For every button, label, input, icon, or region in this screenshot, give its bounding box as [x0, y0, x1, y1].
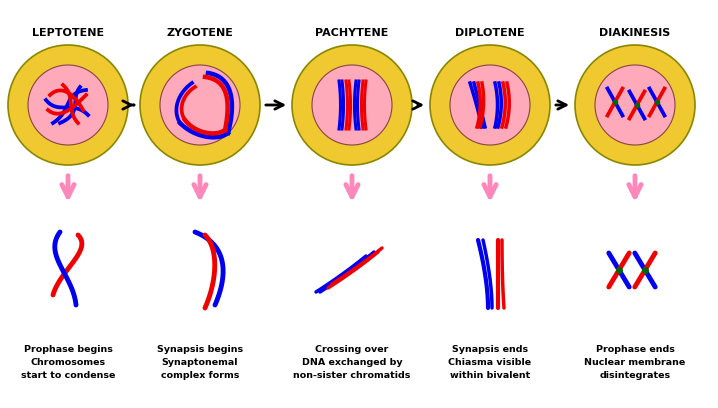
Text: Chromosomes: Chromosomes [30, 358, 106, 367]
Text: disintegrates: disintegrates [600, 371, 671, 380]
Ellipse shape [28, 65, 108, 145]
Ellipse shape [8, 45, 128, 165]
Text: Prophase ends: Prophase ends [595, 345, 674, 354]
Text: non-sister chromatids: non-sister chromatids [294, 371, 411, 380]
Ellipse shape [160, 65, 240, 145]
Text: PACHYTENE: PACHYTENE [315, 28, 388, 38]
Text: ZYGOTENE: ZYGOTENE [167, 28, 233, 38]
Text: DIAKINESIS: DIAKINESIS [600, 28, 671, 38]
Text: Prophase begins: Prophase begins [24, 345, 113, 354]
Ellipse shape [140, 45, 260, 165]
Text: Chiasma visible: Chiasma visible [449, 358, 531, 367]
Ellipse shape [312, 65, 392, 145]
Text: Synaptonemal: Synaptonemal [162, 358, 238, 367]
Text: Nuclear membrane: Nuclear membrane [584, 358, 686, 367]
Text: Synapsis begins: Synapsis begins [157, 345, 243, 354]
Text: complex forms: complex forms [161, 371, 239, 380]
Text: start to condense: start to condense [21, 371, 115, 380]
Ellipse shape [292, 45, 412, 165]
Text: DNA exchanged by: DNA exchanged by [302, 358, 402, 367]
Text: DIPLOTENE: DIPLOTENE [455, 28, 525, 38]
Ellipse shape [450, 65, 530, 145]
Text: Crossing over: Crossing over [315, 345, 388, 354]
Ellipse shape [430, 45, 550, 165]
Text: LEPTOTENE: LEPTOTENE [32, 28, 104, 38]
Text: within bivalent: within bivalent [450, 371, 530, 380]
Ellipse shape [595, 65, 675, 145]
Text: Synapsis ends: Synapsis ends [452, 345, 528, 354]
Ellipse shape [575, 45, 695, 165]
